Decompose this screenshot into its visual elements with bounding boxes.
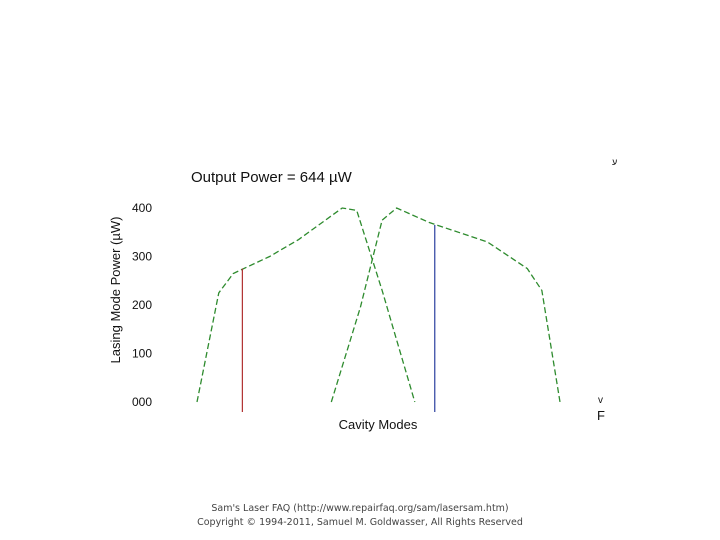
chart: Output Power = 644 µW Lasing Mode Power … bbox=[108, 157, 617, 432]
y-tick-label: 300 bbox=[132, 250, 152, 264]
y-tick-labels: 000 100 200 300 400 bbox=[132, 201, 152, 409]
x-axis-label: Cavity Modes bbox=[339, 417, 418, 432]
y-axis-label: Lasing Mode Power (µW) bbox=[108, 217, 123, 364]
marker-layer bbox=[241, 224, 436, 412]
chart-title: Output Power = 644 µW bbox=[191, 169, 353, 186]
corner-mark-top: ע bbox=[612, 157, 617, 167]
corner-mark-v: v bbox=[598, 395, 603, 406]
corner-mark-f: F bbox=[597, 408, 605, 423]
mode-curve-1 bbox=[196, 207, 416, 403]
mode-curve-2 bbox=[330, 207, 561, 403]
y-tick-label: 100 bbox=[132, 347, 152, 361]
y-tick-label: 200 bbox=[132, 298, 152, 312]
footer-line-2: Copyright © 1994-2011, Samuel M. Goldwas… bbox=[197, 517, 523, 528]
footer-line-1: Sam's Laser FAQ (http://www.repairfaq.or… bbox=[211, 503, 509, 514]
y-tick-label: 000 bbox=[132, 395, 152, 409]
copyright-footer: Sam's Laser FAQ (http://www.repairfaq.or… bbox=[0, 502, 720, 530]
series-layer bbox=[196, 207, 561, 403]
y-tick-label: 400 bbox=[132, 201, 152, 215]
